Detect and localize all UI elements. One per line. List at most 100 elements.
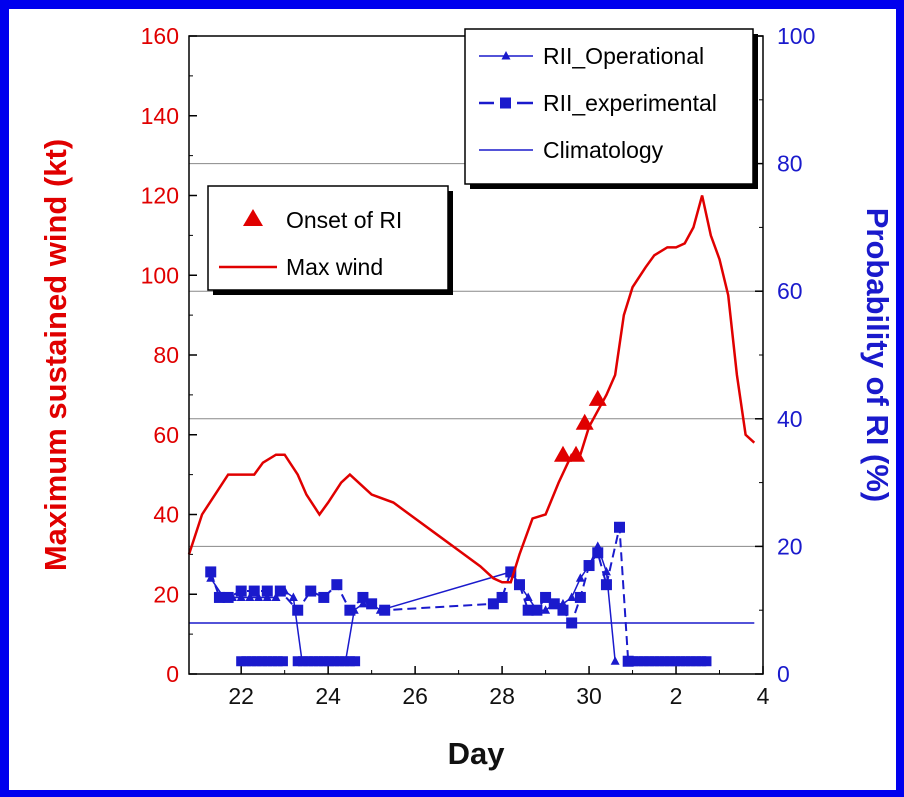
y-left-tick-label: 60 [153,422,179,448]
rii-operational-point [567,592,577,601]
rii-experimental-point [366,598,378,610]
y-axis-right-title: Probability of RI (%) [860,208,895,503]
rii-operational-point [262,592,272,601]
rii-experimental-point [531,604,543,616]
rii-experimental-point [318,591,330,603]
y-right-tick-label: 60 [777,278,803,304]
rii-operational-point [306,656,316,665]
rii-zero-marker [236,656,247,667]
y-right-tick-label: 100 [777,23,815,49]
rii-zero-marker [262,656,273,667]
x-tick-label: 2 [670,683,683,709]
legend-right-label: RII_Operational [543,43,704,69]
rii-operational-point [314,656,324,665]
rii-experimental-point [540,591,552,603]
chart-frame: 0 20 40 60 80 100 120 140 160 0 20 40 60 80 100 22 24 26 2… [9,9,896,790]
rii-experimental-point [583,560,595,572]
onset-ri-marker [553,445,572,462]
rii-experimental-point [513,579,525,591]
rii-operational-point [541,605,551,614]
rii-zero-marker [638,656,649,667]
rii-operational-point [358,598,368,608]
legend-experimental-marker [500,97,511,109]
rii-zero-marker [257,656,268,667]
rii-experimental-point [496,591,508,603]
rii-experimental-point [213,591,225,603]
rii-experimental-point [248,585,260,597]
legend-onset-marker [243,209,263,226]
x-tick-label: 22 [228,683,254,709]
rii-zero-marker [680,656,691,667]
x-tick-label: 30 [576,683,602,709]
rii-zero-marker [246,656,257,667]
rii-zero-marker [691,656,702,667]
rii-experimental-point [305,585,317,597]
y-left-tick-label: 160 [141,23,179,49]
rii-operational-point [610,656,620,665]
legend-left-label: Max wind [286,254,383,280]
series-layer [187,195,756,667]
rii-experimental-point [592,547,604,559]
rii-experimental-point [614,521,625,533]
rii-experimental-point [235,585,247,597]
legend-right-label: RII_experimental [543,90,717,116]
rii-zero-marker [344,656,355,667]
legend-left: Onset of RI Max wind [207,185,453,295]
rii-experimental-point [557,604,569,616]
rii-operational-point [245,592,255,601]
x-tick-label: 26 [402,683,428,709]
rii-zero-marker [659,656,670,667]
rii-operational-point [523,592,533,601]
y-axis-left-title: Maximum sustained wind (kt) [38,139,73,571]
rii-operational-point [332,656,342,665]
rii-zero-marker [654,656,665,667]
rii-experimental-point [622,655,634,667]
y-left-tick-label: 100 [141,262,179,288]
y-left-tick-label: 120 [141,183,179,209]
x-tick-label: 28 [489,683,515,709]
y-right-tick-label: 0 [777,661,790,687]
rii-operational-point [288,592,298,601]
rii-operational-point [323,656,333,665]
rii-operational-point [297,656,307,665]
rii-zero-marker [685,656,696,667]
rii-experimental-point [331,579,343,591]
rii-zero-marker [675,656,686,667]
legend-left-box [207,185,449,291]
y-right-tick-label: 80 [777,151,803,177]
rii-experimental-point [600,579,612,591]
y-left-tick-label: 0 [166,661,179,687]
rii-zero-marker [272,656,283,667]
rii-operational-point [254,592,264,601]
rii-zero-marker [649,656,660,667]
rii-experimental-point [548,598,560,610]
rii-zero-marker [664,656,675,667]
rii-experimental-point [487,598,499,610]
max-wind-line [187,195,756,584]
y-right-tick-label: 20 [777,533,803,559]
onset-ri-marker [588,389,607,406]
rii-experimental-point [292,604,304,616]
y-left-tick-label: 80 [153,342,179,368]
legend-operational-marker [501,51,511,60]
legend-right-label: Climatology [543,137,664,163]
rii-zero-marker [267,656,278,667]
rii-zero-marker [701,656,712,667]
rii-experimental-point [357,591,369,603]
y-left-tick-label: 20 [153,581,179,607]
rii-zero-marker [277,656,288,667]
rii-experimental-point [261,585,273,597]
rii-operational-point [575,573,585,582]
legend-right: RII_Operational RII_experimental Climatolo… [464,28,758,189]
y-left-tick-label: 140 [141,103,179,129]
rii-operational-point [341,656,351,665]
rii-experimental-point [344,604,356,616]
rii-experimental-line [209,527,630,662]
rii-experimental-point [222,591,234,603]
rii-zero-marker [670,656,681,667]
rii-zero-marker [292,656,303,667]
rii-experimental-point [379,604,391,616]
rii-operational-point [236,592,246,601]
